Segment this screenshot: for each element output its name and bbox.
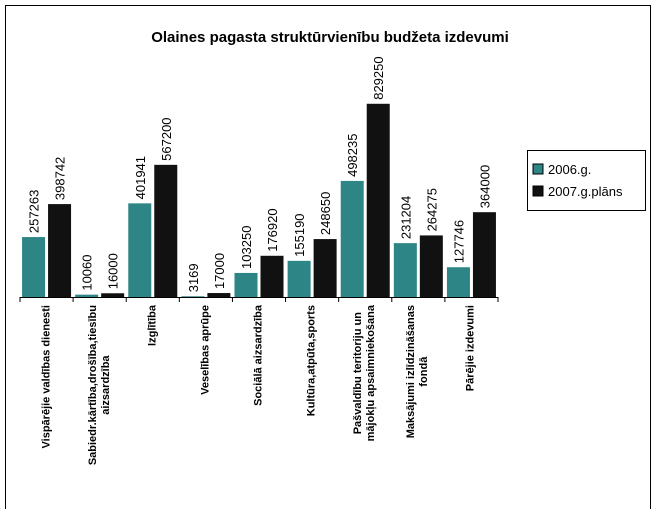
legend-swatch <box>532 163 544 175</box>
value-label: 17000 <box>212 253 227 289</box>
x-tick-label: Izglītība <box>146 305 159 346</box>
legend-swatch <box>532 185 544 197</box>
bar <box>260 255 284 297</box>
x-tick-label: Veselības aprūpe <box>199 305 212 395</box>
bar <box>101 293 125 297</box>
chart-title: Olaines pagasta struktūrvienību budžeta … <box>151 29 509 46</box>
bar <box>234 272 258 297</box>
value-label: 829250 <box>371 56 386 99</box>
x-tick-label: Pašvaldību teritoriju un mājokļu apsaimn… <box>352 305 378 442</box>
x-tick-label: Sociālā aizsardzība <box>252 305 265 406</box>
x-tick-label: Pārējie izdevumi <box>464 305 477 392</box>
value-label: 231204 <box>398 196 413 239</box>
value-label: 401941 <box>133 156 148 199</box>
value-label: 257263 <box>27 190 42 233</box>
legend-label: 2007.g.plāns <box>548 184 623 199</box>
bar <box>472 212 496 297</box>
x-tick-label: Kultūra,atpūta,sports <box>305 305 318 417</box>
value-label: 264275 <box>424 188 439 231</box>
bar <box>313 239 337 297</box>
value-label: 103250 <box>239 226 254 269</box>
legend-box <box>527 150 646 211</box>
bar <box>446 267 470 297</box>
bar <box>287 260 311 297</box>
value-label: 127746 <box>451 220 466 263</box>
value-label: 3169 <box>186 263 201 292</box>
value-label: 155190 <box>292 213 307 256</box>
value-label: 248650 <box>318 192 333 235</box>
value-label: 16000 <box>106 253 121 289</box>
x-tick-label: Vispārējie valdības dienesti <box>40 305 53 449</box>
bar <box>154 164 178 297</box>
value-label: 10060 <box>80 254 95 290</box>
bar <box>207 293 231 297</box>
bar <box>128 203 152 297</box>
bar <box>48 204 72 297</box>
bar <box>75 294 99 297</box>
bar <box>393 243 417 297</box>
x-tick-label: Maksājumi izlīdzināšanas fondā <box>405 305 431 439</box>
legend-label: 2006.g. <box>548 162 591 177</box>
value-label: 176920 <box>265 208 280 251</box>
value-label: 498235 <box>345 134 360 177</box>
bar <box>419 235 443 297</box>
bar <box>366 103 390 297</box>
value-label: 567200 <box>159 117 174 160</box>
bar <box>22 237 46 297</box>
bar <box>340 180 364 297</box>
x-tick-label: Sabiedr.kārtība,drošība,tiesību aizsardz… <box>86 305 112 466</box>
bar <box>181 296 205 297</box>
value-label: 364000 <box>477 165 492 208</box>
value-label: 398742 <box>53 157 68 200</box>
